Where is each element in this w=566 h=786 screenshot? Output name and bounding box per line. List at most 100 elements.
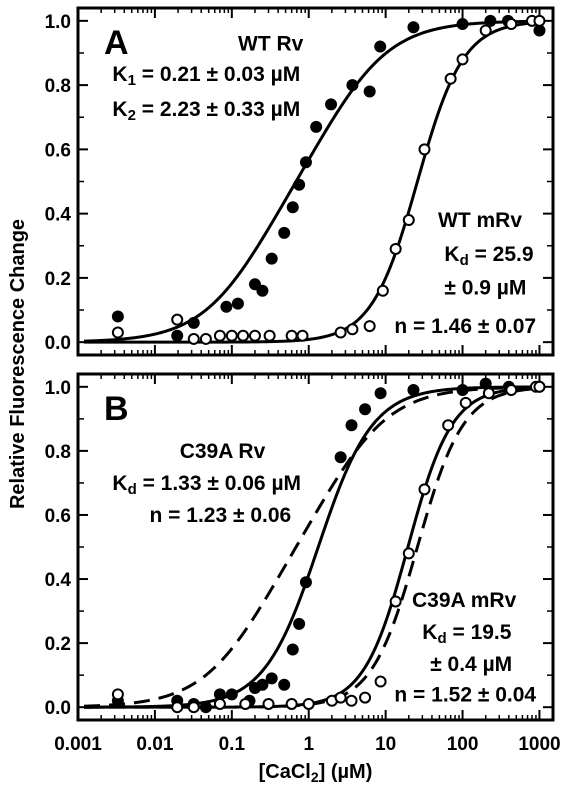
annotation-text: ± 0.4 µM	[430, 653, 512, 676]
data-point-wt-rv	[299, 156, 312, 169]
data-point-wt-rv	[293, 178, 306, 191]
data-point-wt-mrv	[199, 332, 212, 345]
data-point-wt-rv	[407, 21, 420, 34]
data-point-c39a-mrv	[442, 419, 455, 432]
data-point-c39a-mrv	[345, 694, 358, 707]
data-point-c39a-rv	[407, 384, 420, 397]
annotation-c39a-mrv-title: C39A mRv	[412, 589, 517, 612]
data-point-wt-mrv	[334, 326, 347, 339]
annotation-text: = 0.21 ± 0.03 µM	[136, 63, 300, 86]
data-point-wt-mrv	[171, 313, 184, 326]
data-point-wt-mrv	[418, 143, 431, 156]
annotation-text: n = 1.46 ± 0.07	[394, 315, 536, 338]
annotation-wt-mrv-kd-err: ± 0.9 µM	[444, 277, 526, 300]
subscript: 1	[128, 72, 136, 89]
data-point-c39a-rv	[265, 672, 278, 685]
x-tick-label: 0.1	[219, 734, 246, 755]
data-point-c39a-mrv	[482, 387, 495, 400]
data-point-wt-mrv	[346, 323, 359, 336]
y-tick-label: 1.0	[45, 378, 71, 399]
x-tick-label: 1	[303, 734, 314, 755]
axis-title-text: [CaCl	[259, 761, 311, 783]
annotation-text: K	[422, 621, 437, 644]
annotation-text: = 1.33 ± 0.06 µM	[137, 472, 301, 495]
data-point-wt-rv	[533, 24, 546, 37]
data-point-c39a-rv	[225, 688, 238, 701]
data-point-wt-rv	[231, 297, 244, 310]
annotation-text: = 19.5	[447, 621, 512, 644]
data-point-c39a-rv	[286, 643, 299, 656]
data-point-wt-rv	[310, 120, 323, 133]
data-point-c39a-rv	[213, 688, 226, 701]
annotation-wt-rv-title: WT Rv	[238, 32, 304, 55]
data-point-c39a-mrv	[359, 691, 372, 704]
annotation-text: K	[112, 472, 127, 495]
data-point-wt-rv	[325, 98, 338, 111]
data-point-c39a-mrv	[505, 384, 518, 397]
annotation-text: ± 0.9 µM	[444, 277, 526, 300]
data-point-wt-mrv	[248, 329, 261, 342]
data-point-c39a-mrv	[389, 595, 402, 608]
x-axis-title: [CaCl2] (µM)	[259, 761, 373, 785]
subscript: d	[460, 252, 469, 269]
data-point-wt-mrv	[456, 53, 469, 66]
data-point-c39a-mrv	[334, 691, 347, 704]
annotation-wt-rv-k1: K1 = 0.21 ± 0.03 µM	[112, 63, 300, 89]
annotation-wt-rv-k2: K2 = 2.23 ± 0.33 µM	[112, 98, 300, 124]
data-point-wt-rv	[374, 40, 387, 53]
data-point-wt-rv	[286, 201, 299, 214]
data-point-c39a-mrv	[213, 697, 226, 710]
annotation-c39a-mrv-kd-err: ± 0.4 µM	[430, 653, 512, 676]
data-point-wt-mrv	[389, 242, 402, 255]
data-point-wt-mrv	[285, 329, 298, 342]
y-tick-label: 1.0	[45, 12, 71, 33]
annotation-wt-mrv-title: WT mRv	[438, 209, 522, 232]
data-point-wt-rv	[363, 85, 376, 98]
data-point-c39a-mrv	[171, 701, 184, 714]
y-axis-title: Relative Fluorescence Change	[7, 219, 29, 509]
x-tick-label: 0.01	[136, 734, 173, 755]
panel-b: 0.001 0.01 0.1 1 10 100 1000 0.0 0.2 0.4 0.6 0.8 1.0…	[45, 372, 561, 755]
annotation-c39a-rv-title: C39A Rv	[180, 440, 266, 463]
data-point-wt-mrv	[363, 320, 376, 333]
data-point-wt-mrv	[213, 329, 226, 342]
data-point-wt-rv	[265, 252, 278, 265]
data-point-c39a-rv	[199, 701, 212, 714]
data-point-c39a-mrv	[285, 697, 298, 710]
annotation-text: K	[444, 243, 459, 266]
data-point-wt-rv	[346, 79, 359, 92]
y-tick-label: 0.4	[45, 570, 72, 591]
data-point-wt-rv	[171, 329, 184, 342]
data-point-wt-rv	[456, 18, 469, 31]
data-point-wt-mrv	[263, 329, 276, 342]
data-point-wt-mrv	[187, 332, 200, 345]
data-point-c39a-rv	[299, 576, 312, 589]
annotation-c39a-rv-n: n = 1.23 ± 0.06	[150, 504, 292, 527]
annotation-wt-mrv-kd: Kd = 25.9	[444, 243, 533, 269]
data-point-c39a-rv	[479, 377, 492, 390]
data-point-wt-mrv	[296, 329, 309, 342]
data-point-c39a-mrv	[262, 697, 275, 710]
data-point-c39a-mrv	[111, 688, 124, 701]
panel-letter: A	[104, 24, 129, 62]
data-point-wt-mrv	[505, 18, 518, 31]
data-point-wt-mrv	[402, 214, 415, 227]
data-point-wt-mrv	[444, 72, 457, 85]
data-point-wt-mrv	[237, 329, 250, 342]
x-tick-label: 10	[375, 734, 396, 755]
data-point-wt-mrv	[225, 329, 238, 342]
y-tick-label: 0.0	[45, 698, 71, 719]
data-point-c39a-mrv	[533, 380, 546, 393]
annotation-text: C39A mRv	[412, 589, 517, 612]
annotation-c39a-mrv-n: n = 1.52 ± 0.04	[394, 683, 536, 706]
y-tick-label: 0.6	[45, 140, 71, 161]
x-tick-label: 1000	[518, 734, 560, 755]
x-tick-label: 100	[447, 734, 479, 755]
data-point-wt-mrv	[479, 24, 492, 37]
data-point-wt-rv	[484, 14, 497, 27]
data-point-wt-rv	[111, 310, 124, 323]
data-point-wt-rv	[187, 316, 200, 329]
data-point-wt-rv	[256, 284, 269, 297]
annotation-text: n = 1.52 ± 0.04	[394, 683, 536, 706]
